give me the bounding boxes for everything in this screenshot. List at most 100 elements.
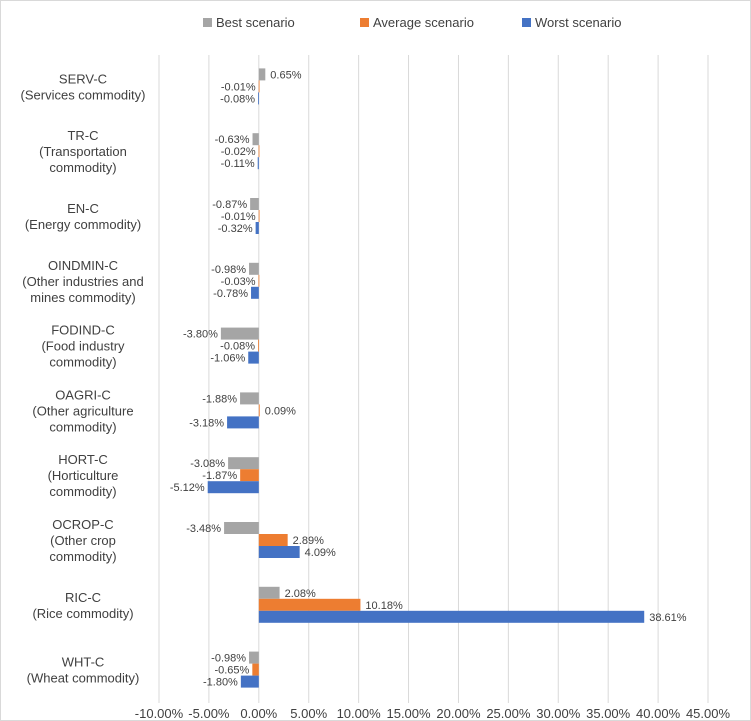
- category-label-line: OAGRI-C: [55, 387, 111, 402]
- bar: [252, 133, 259, 146]
- category-label-line: (Other agriculture: [32, 403, 133, 418]
- category-label-line: (Rice commodity): [32, 606, 133, 621]
- data-label: -0.03%: [221, 276, 256, 288]
- category-label: OINDMIN-C (Other industries and mines comm…: [22, 258, 143, 305]
- data-label: 0.09%: [265, 405, 296, 417]
- data-label: 2.89%: [293, 535, 324, 547]
- data-label: -1.80%: [203, 677, 238, 689]
- data-label: 4.09%: [305, 547, 336, 559]
- category-label-line: OCROP-C: [52, 517, 113, 532]
- x-tick-label: 35.00%: [586, 706, 631, 720]
- bar: [255, 222, 259, 234]
- bar: [258, 92, 259, 105]
- bar: [251, 286, 259, 299]
- bar: [228, 457, 259, 470]
- x-tick-label: 0.00%: [240, 706, 277, 720]
- data-label: -0.02%: [221, 146, 256, 158]
- data-label: -0.01%: [221, 211, 256, 223]
- category-label-line: (Energy commodity): [25, 217, 141, 232]
- bar: [240, 392, 259, 405]
- data-label: -3.08%: [190, 458, 225, 470]
- x-tick-label: -10.00%: [135, 706, 184, 720]
- data-label: -1.06%: [210, 353, 245, 365]
- bar: [249, 651, 259, 664]
- category-label: OAGRI-C (Other agriculture commodity): [32, 387, 133, 434]
- category-label-line: (Horticulture: [48, 468, 119, 483]
- category-label: OCROP-C (Other crop commodity): [49, 517, 116, 564]
- category-label: FODIND-C (Food industry commodity): [41, 323, 125, 370]
- bar: [258, 80, 260, 93]
- data-label: -0.01%: [221, 81, 256, 93]
- category-label-line: (Services commodity): [21, 87, 146, 102]
- legend-label: Average scenario: [373, 15, 474, 30]
- legend-swatch: [522, 18, 531, 27]
- bar: [252, 663, 259, 676]
- category-label: HORT-C (Horticulture commodity): [48, 452, 119, 499]
- data-label: -3.48%: [186, 523, 221, 535]
- category-label-line: EN-C: [67, 201, 99, 216]
- x-tick-label: 5.00%: [290, 706, 327, 720]
- bars: [207, 68, 645, 688]
- bar: [250, 198, 259, 210]
- data-label: -3.80%: [183, 329, 218, 341]
- data-label: 10.18%: [365, 600, 403, 612]
- x-tick-label: 20.00%: [436, 706, 481, 720]
- x-tick-label: 45.00%: [686, 706, 731, 720]
- bar: [258, 404, 260, 417]
- category-label-line: (Wheat commodity): [27, 671, 140, 686]
- data-label: -0.32%: [218, 223, 253, 235]
- bar: [258, 210, 260, 222]
- category-label-line: TR-C: [67, 128, 98, 143]
- category-axis-labels: SERV-C (Services commodity) TR-C (Transport…: [21, 71, 146, 685]
- x-tick-label: -5.00%: [188, 706, 230, 720]
- x-tick-label: 30.00%: [536, 706, 581, 720]
- legend: Best scenario Average scenario Worst scena…: [203, 15, 621, 30]
- data-label: 2.08%: [285, 588, 316, 600]
- category-label-line: (Other crop: [50, 533, 116, 548]
- bar: [258, 546, 300, 558]
- data-label: -3.18%: [189, 417, 224, 429]
- category-label: WHT-C (Wheat commodity): [27, 655, 140, 686]
- category-label-line: (Transportation: [39, 144, 127, 159]
- value-axis-tick-labels: -10.00% -5.00% 0.00% 5.00% 10.00% 15.00% 20.00…: [135, 706, 731, 720]
- category-label-line: commodity): [49, 419, 116, 434]
- x-tick-label: 15.00%: [386, 706, 431, 720]
- bar: [258, 598, 361, 611]
- data-labels: 0.65% -0.63% -0.87% -0.98% -3.80% -1.88% -3.08…: [170, 69, 687, 688]
- data-label: -0.63%: [215, 134, 250, 146]
- category-label-line: OINDMIN-C: [48, 258, 118, 273]
- data-label: -0.08%: [220, 341, 255, 353]
- data-label: 38.61%: [649, 612, 687, 624]
- bar: [249, 262, 259, 275]
- bar: [258, 68, 266, 81]
- x-tick-label: 10.00%: [337, 706, 382, 720]
- category-label-line: SERV-C: [59, 71, 107, 86]
- x-tick-label: 25.00%: [486, 706, 531, 720]
- bar: [258, 534, 288, 546]
- bar: [240, 469, 259, 482]
- bar: [248, 351, 259, 364]
- data-label: -0.65%: [214, 665, 249, 677]
- category-label-line: commodity): [49, 549, 116, 564]
- data-label: -1.87%: [202, 470, 237, 482]
- category-label-line: (Other industries and: [22, 274, 143, 289]
- bar: [227, 416, 259, 429]
- bar: [207, 481, 259, 494]
- data-label: -1.88%: [202, 393, 237, 405]
- bar: [240, 675, 259, 688]
- category-label-line: HORT-C: [58, 452, 108, 467]
- category-label-line: mines commodity): [30, 290, 135, 305]
- data-label: -0.98%: [211, 653, 246, 665]
- category-label-line: commodity): [49, 160, 116, 175]
- data-label: -0.08%: [220, 93, 255, 105]
- category-label: SERV-C (Services commodity): [21, 71, 146, 102]
- x-tick-label: 40.00%: [636, 706, 681, 720]
- category-label-line: WHT-C: [62, 655, 105, 670]
- category-label-line: (Food industry: [41, 339, 125, 354]
- data-label: -0.11%: [221, 158, 255, 170]
- bar: [258, 586, 280, 599]
- data-label: -0.78%: [213, 288, 248, 300]
- category-label-line: FODIND-C: [51, 323, 115, 338]
